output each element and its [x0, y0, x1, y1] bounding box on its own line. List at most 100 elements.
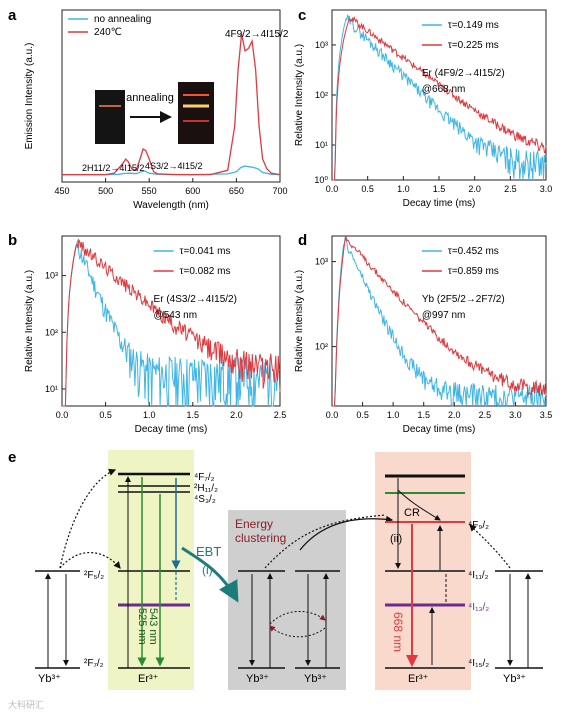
level-I112: ⁴I₁₁/₂: [468, 570, 489, 581]
y-tick-label-d: 10²: [315, 342, 328, 352]
er-box-left: [108, 450, 194, 690]
yb-cluster-label-2: Yb³⁺: [304, 673, 327, 685]
annotation-2-c: @668 nm: [422, 84, 466, 95]
annotation-2-d: @997 nm: [422, 310, 466, 321]
legend-label-b-1: τ=0.082 ms: [180, 266, 231, 277]
x-tick-label-c: 1.0: [397, 184, 410, 194]
er-left-label: Er³⁺: [138, 673, 159, 685]
series-line-a-1: [62, 33, 281, 176]
plot-frame-a: [61, 9, 281, 183]
label-525nm: 525 nm: [136, 608, 148, 645]
x-tick-label-b: 1.5: [187, 410, 200, 420]
level-F92: ⁴F₉/₂: [468, 520, 489, 531]
watermark: 大科研汇: [8, 699, 44, 710]
y-tick-label-c: 10⁰: [314, 175, 328, 185]
level-H112: ²H₁₁/₂: [194, 483, 218, 494]
x-tick-label-a: 550: [142, 186, 157, 196]
panel-a-plot: 450 500 550 600 650 700 Wavelength (nm) Emissio…: [24, 9, 288, 211]
x-tick-label-a: 700: [272, 186, 287, 196]
yb-left-label: Yb³⁺: [38, 673, 61, 685]
cr-label: CR: [404, 507, 420, 519]
inset-annealing-label: annealing: [126, 92, 174, 104]
y-axis-label-d: Relative Intensity (a.u.): [294, 270, 305, 372]
panel-d-label: d: [298, 232, 307, 249]
annotation-2-b: @543 nm: [154, 310, 198, 321]
panel-b-label: b: [8, 232, 17, 249]
x-tick-label-c: 2.0: [468, 184, 481, 194]
x-tick-label-a: 650: [229, 186, 244, 196]
energy-level-diagram: ²F₅/₂ ²F₇/₂ Yb³⁺ 525 nm 543 nm ⁴F₇/₂ ²H₁…: [35, 450, 543, 690]
x-axis-label-a: Wavelength (nm): [133, 200, 209, 211]
legend-label-d-0: τ=0.452 ms: [448, 246, 499, 257]
panel-c-label: c: [298, 7, 306, 24]
x-tick-label-a: 600: [185, 186, 200, 196]
level-I152: ⁴I₁₅/₂: [468, 658, 489, 669]
green-band-1-annotation: 2H11/2→4I15/2: [82, 163, 144, 173]
panel-a-inset: annealing: [95, 82, 214, 144]
legend-label-a-1: 240℃: [94, 27, 122, 38]
x-tick-label-c: 3.0: [540, 184, 553, 194]
x-tick-label-d: 3.5: [540, 410, 553, 420]
legend-label-c-1: τ=0.225 ms: [448, 40, 499, 51]
x-tick-label-b: 2.5: [274, 410, 287, 420]
panel-e-label: e: [8, 449, 16, 466]
x-tick-label-d: 0.5: [356, 410, 369, 420]
y-tick-label-c: 10³: [315, 40, 328, 50]
x-tick-label-c: 0.0: [326, 184, 339, 194]
y-axis-label-c: Relative Intensity (a.u.): [294, 44, 305, 146]
label-543nm: 543 nm: [147, 608, 159, 645]
x-axis-label-b: Decay time (ms): [135, 424, 208, 435]
legend-label-a-0: no annealing: [94, 14, 151, 25]
x-tick-label-b: 0.0: [56, 410, 69, 420]
er-right-label: Er³⁺: [408, 673, 429, 685]
series-line-d-1: [332, 236, 547, 407]
x-tick-label-d: 1.0: [387, 410, 400, 420]
red-band-annotation: 4F9/2→4I15/2: [225, 29, 289, 40]
x-tick-label-b: 2.0: [230, 410, 243, 420]
panel-b-plot: 0.0 0.5 1.0 1.5 2.0 2.5 Decay time (ms) Relativ…: [24, 235, 287, 435]
series-line-c-1: [332, 15, 547, 181]
level-F52-left: ²F₅/₂: [84, 570, 104, 581]
panel-d-plot: 0.0 0.5 1.0 1.5 2.0 2.5 3.0 3.5 Decay time (ms) R…: [294, 235, 553, 435]
label-ii: (ii): [390, 533, 402, 545]
level-I132: ⁴I₁₃/₂: [468, 602, 489, 613]
legend-label-c-0: τ=0.149 ms: [448, 20, 499, 31]
x-tick-label-d: 1.5: [417, 410, 430, 420]
legend-label-b-0: τ=0.041 ms: [180, 246, 231, 257]
legend-label-d-1: τ=0.859 ms: [448, 266, 499, 277]
yb-right-label: Yb³⁺: [503, 673, 526, 685]
x-tick-label-d: 3.0: [509, 410, 522, 420]
green-band-2-annotation: 4S3/2→4I15/2: [145, 161, 203, 171]
x-tick-label-d: 0.0: [326, 410, 339, 420]
series-line-b-0: [62, 238, 280, 407]
y-tick-label-d: 10³: [315, 257, 328, 267]
level-F72-er: ⁴F₇/₂: [194, 472, 215, 483]
x-tick-label-b: 0.5: [99, 410, 112, 420]
x-axis-label-d: Decay time (ms): [403, 424, 476, 435]
y-axis-label-b: Relative Intensity (a.u.): [24, 270, 35, 372]
x-axis-label-c: Decay time (ms): [403, 198, 476, 209]
x-tick-label-d: 2.0: [448, 410, 461, 420]
x-tick-label-a: 450: [54, 186, 69, 196]
level-F72-left: ²F₇/₂: [84, 658, 104, 669]
panel-c-plot: 0.0 0.5 1.0 1.5 2.0 2.5 3.0 Decay time (ms) Rela…: [294, 9, 553, 209]
yb-cluster-label-1: Yb³⁺: [246, 673, 269, 685]
y-tick-label-b: 10³: [45, 271, 58, 281]
plot-frame-d: [331, 235, 547, 407]
ebt-arrow: [181, 546, 239, 603]
plot-frame-b: [61, 235, 281, 407]
annotation-1-b: Er (4S3/2→4I15/2): [154, 294, 237, 305]
panel-a-label: a: [8, 7, 17, 24]
y-tick-label-b: 10¹: [45, 384, 58, 394]
cluster-label-2: clustering: [235, 531, 286, 545]
x-tick-label-d: 2.5: [479, 410, 492, 420]
x-tick-label-a: 500: [98, 186, 113, 196]
ebt-label: EBT: [196, 544, 221, 559]
series-line-c-0: [332, 14, 547, 181]
x-tick-label-c: 0.5: [361, 184, 374, 194]
x-tick-label-b: 1.0: [143, 410, 156, 420]
y-tick-label-c: 10¹: [315, 140, 328, 150]
label-i: (i): [202, 563, 213, 577]
cluster-label-1: Energy: [235, 517, 273, 531]
